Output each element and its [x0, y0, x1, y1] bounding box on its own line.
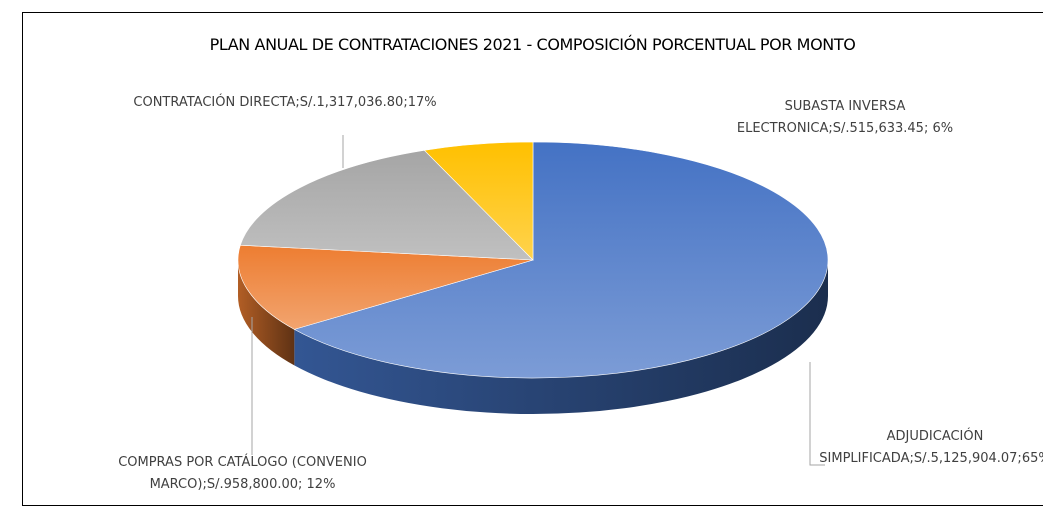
data-label: COMPRAS POR CATÁLOGO (CONVENIO MARCO);S/… [118, 455, 367, 492]
leader-line [809, 362, 825, 466]
pie-side [238, 260, 295, 366]
pie-slice [293, 141, 829, 379]
pie-slice [239, 149, 534, 261]
pie-side [294, 260, 829, 414]
data-label: SUBASTA INVERSA ELECTRONICA;S/.515,633.4… [736, 99, 954, 136]
pie-slice [237, 244, 534, 330]
data-label: CONTRATACIÓN DIRECTA;S/.1,317,036.80;17% [133, 95, 437, 110]
chart-title: PLAN ANUAL DE CONTRATACIONES 2021 - COMP… [209, 35, 856, 54]
data-label: ADJUDICACIÓN SIMPLIFICADA;S/.5,125,904.0… [819, 429, 1043, 466]
pie-slice [423, 141, 534, 261]
